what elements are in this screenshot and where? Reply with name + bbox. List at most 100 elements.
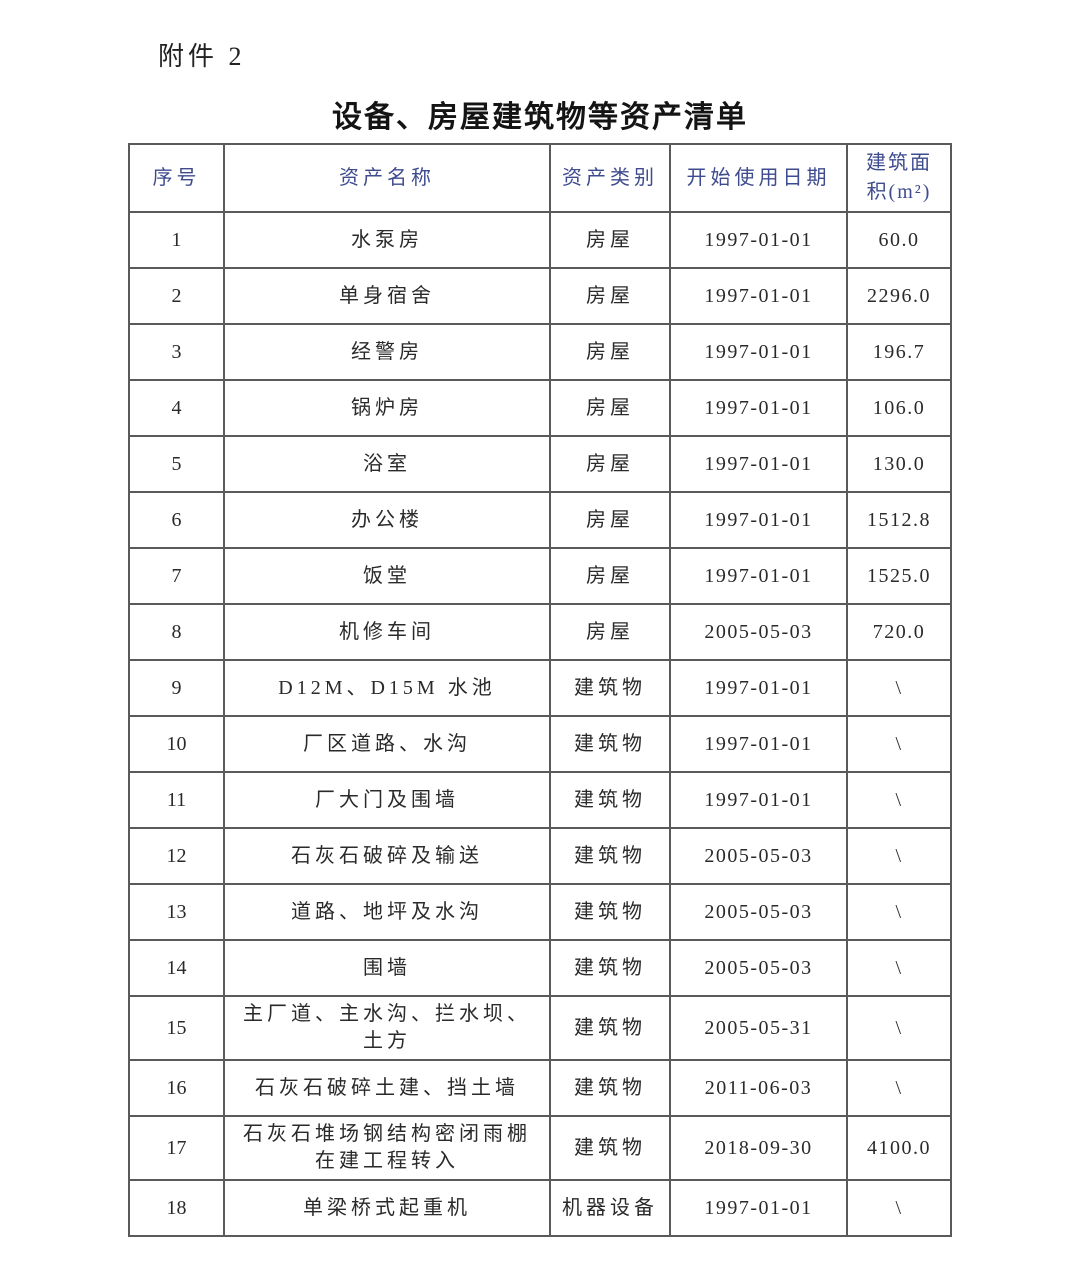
- asset-table-header: 序号 资产名称 资产类别 开始使用日期 建筑面积(m²): [128, 143, 952, 213]
- cell-index: 8: [128, 603, 225, 661]
- table-row: 18 单梁桥式起重机 机器设备 1997-01-01 \: [128, 1179, 952, 1237]
- cell-area: 4100.0: [846, 1115, 952, 1181]
- cell-start-date: 1997-01-01: [669, 267, 848, 325]
- cell-asset-name: 办公楼: [223, 491, 551, 549]
- cell-index: 4: [128, 379, 225, 437]
- cell-index: 14: [128, 939, 225, 997]
- cell-area: 196.7: [846, 323, 952, 381]
- cell-start-date: 1997-01-01: [669, 323, 848, 381]
- table-row: 1 水泵房 房屋 1997-01-01 60.0: [128, 211, 952, 269]
- cell-asset-name: D12M、D15M 水池: [223, 659, 551, 717]
- cell-asset-name: 石灰石堆场钢结构密闭雨棚在建工程转入: [223, 1115, 551, 1181]
- cell-area: \: [846, 1059, 952, 1117]
- cell-area: 1512.8: [846, 491, 952, 549]
- cell-index: 7: [128, 547, 225, 605]
- cell-index: 6: [128, 491, 225, 549]
- cell-asset-category: 建筑物: [549, 1115, 671, 1181]
- cell-start-date: 1997-01-01: [669, 435, 848, 493]
- cell-asset-category: 房屋: [549, 547, 671, 605]
- cell-area: \: [846, 771, 952, 829]
- cell-area: 1525.0: [846, 547, 952, 605]
- table-row: 15 主厂道、主水沟、拦水坝、土方 建筑物 2005-05-31 \: [128, 995, 952, 1061]
- cell-asset-name: 围墙: [223, 939, 551, 997]
- cell-index: 10: [128, 715, 225, 773]
- cell-asset-category: 房屋: [549, 323, 671, 381]
- cell-asset-category: 房屋: [549, 435, 671, 493]
- column-header-asset-name: 资产名称: [223, 143, 551, 213]
- cell-index: 9: [128, 659, 225, 717]
- cell-start-date: 1997-01-01: [669, 771, 848, 829]
- cell-start-date: 2005-05-03: [669, 883, 848, 941]
- cell-asset-category: 建筑物: [549, 715, 671, 773]
- cell-index: 5: [128, 435, 225, 493]
- cell-asset-category: 建筑物: [549, 939, 671, 997]
- table-row: 3 经警房 房屋 1997-01-01 196.7: [128, 323, 952, 381]
- cell-area: 720.0: [846, 603, 952, 661]
- cell-index: 2: [128, 267, 225, 325]
- cell-start-date: 1997-01-01: [669, 211, 848, 269]
- cell-asset-category: 建筑物: [549, 771, 671, 829]
- table-row: 13 道路、地坪及水沟 建筑物 2005-05-03 \: [128, 883, 952, 941]
- cell-asset-name: 浴室: [223, 435, 551, 493]
- table-row: 5 浴室 房屋 1997-01-01 130.0: [128, 435, 952, 493]
- table-row: 7 饭堂 房屋 1997-01-01 1525.0: [128, 547, 952, 605]
- table-row: 11 厂大门及围墙 建筑物 1997-01-01 \: [128, 771, 952, 829]
- cell-area: \: [846, 883, 952, 941]
- table-row: 9 D12M、D15M 水池 建筑物 1997-01-01 \: [128, 659, 952, 717]
- cell-index: 12: [128, 827, 225, 885]
- cell-asset-category: 房屋: [549, 603, 671, 661]
- cell-area: \: [846, 715, 952, 773]
- cell-asset-name: 石灰石破碎土建、挡土墙: [223, 1059, 551, 1117]
- cell-asset-name: 饭堂: [223, 547, 551, 605]
- cell-start-date: 2005-05-03: [669, 827, 848, 885]
- cell-area: \: [846, 939, 952, 997]
- cell-asset-category: 建筑物: [549, 1059, 671, 1117]
- cell-start-date: 2005-05-31: [669, 995, 848, 1061]
- cell-area: 60.0: [846, 211, 952, 269]
- table-row: 14 围墙 建筑物 2005-05-03 \: [128, 939, 952, 997]
- cell-area: \: [846, 827, 952, 885]
- cell-asset-category: 建筑物: [549, 659, 671, 717]
- column-header-start-date: 开始使用日期: [669, 143, 848, 213]
- column-header-index: 序号: [128, 143, 225, 213]
- cell-asset-name: 水泵房: [223, 211, 551, 269]
- table-row: 4 锅炉房 房屋 1997-01-01 106.0: [128, 379, 952, 437]
- cell-start-date: 1997-01-01: [669, 547, 848, 605]
- table-row: 17 石灰石堆场钢结构密闭雨棚在建工程转入 建筑物 2018-09-30 4100.0: [128, 1115, 952, 1181]
- cell-index: 11: [128, 771, 225, 829]
- cell-area: 130.0: [846, 435, 952, 493]
- cell-area: \: [846, 1179, 952, 1237]
- cell-index: 13: [128, 883, 225, 941]
- column-header-area: 建筑面积(m²): [846, 143, 952, 213]
- cell-asset-category: 房屋: [549, 379, 671, 437]
- asset-table-body: 1 水泵房 房屋 1997-01-01 60.0 2 单身宿舍 房屋 1997-01-01 229…: [128, 211, 952, 1237]
- table-row: 2 单身宿舍 房屋 1997-01-01 2296.0: [128, 267, 952, 325]
- cell-asset-name: 单身宿舍: [223, 267, 551, 325]
- cell-index: 18: [128, 1179, 225, 1237]
- cell-start-date: 2005-05-03: [669, 939, 848, 997]
- cell-start-date: 1997-01-01: [669, 491, 848, 549]
- cell-start-date: 1997-01-01: [669, 1179, 848, 1237]
- cell-asset-name: 厂区道路、水沟: [223, 715, 551, 773]
- cell-index: 17: [128, 1115, 225, 1181]
- cell-index: 15: [128, 995, 225, 1061]
- cell-asset-name: 单梁桥式起重机: [223, 1179, 551, 1237]
- cell-asset-name: 机修车间: [223, 603, 551, 661]
- cell-area: 2296.0: [846, 267, 952, 325]
- cell-asset-name: 主厂道、主水沟、拦水坝、土方: [223, 995, 551, 1061]
- column-header-category: 资产类别: [549, 143, 671, 213]
- attachment-label: 附件 2: [158, 42, 246, 71]
- table-row: 12 石灰石破碎及输送 建筑物 2005-05-03 \: [128, 827, 952, 885]
- cell-start-date: 1997-01-01: [669, 715, 848, 773]
- table-row: 16 石灰石破碎土建、挡土墙 建筑物 2011-06-03 \: [128, 1059, 952, 1117]
- cell-asset-name: 道路、地坪及水沟: [223, 883, 551, 941]
- cell-asset-name: 经警房: [223, 323, 551, 381]
- cell-area: 106.0: [846, 379, 952, 437]
- cell-asset-category: 建筑物: [549, 827, 671, 885]
- cell-index: 1: [128, 211, 225, 269]
- cell-index: 3: [128, 323, 225, 381]
- cell-start-date: 1997-01-01: [669, 659, 848, 717]
- header-row: 序号 资产名称 资产类别 开始使用日期 建筑面积(m²): [128, 143, 952, 213]
- table-row: 8 机修车间 房屋 2005-05-03 720.0: [128, 603, 952, 661]
